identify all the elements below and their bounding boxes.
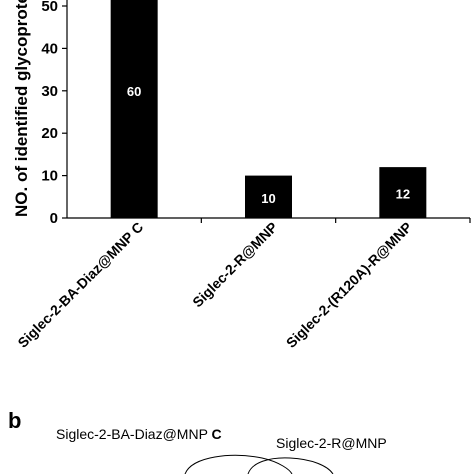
bars (110, 0, 427, 218)
venn-label-2: Siglec-2-R@MNP (276, 435, 387, 451)
venn-circle-2 (247, 457, 334, 474)
bar-2 (245, 175, 292, 218)
y-tick-label: 10 (41, 168, 58, 185)
y-tick-label: 0 (50, 210, 58, 227)
bar-1 (110, 0, 158, 218)
data-label-3: 12 (396, 187, 410, 202)
labels: 0 10 20 30 40 50 60 Siglec-2-BA-Diaz@MNP C 10 Sig… (14, 0, 415, 351)
y-tick-label: 50 (41, 0, 58, 15)
category-label-3: Siglec-2-(R120A)-R@MNP (283, 219, 415, 351)
venn-label-1: Siglec-2-BA-Diaz@MNP C (56, 426, 222, 442)
y-tick-label: 40 (41, 40, 58, 57)
y-axis-title: NO. of identified glycoproteins (12, 0, 31, 217)
y-axis-label: NO. of identified glycoproteins (12, 0, 31, 217)
data-label-1: 60 (127, 84, 141, 99)
data-label-2: 10 (261, 191, 275, 206)
venn-label-1-suffix: C (211, 426, 222, 442)
y-tick-label: 20 (41, 125, 58, 142)
panel-b-letter: b (8, 408, 22, 433)
y-tick-label: 30 (41, 83, 58, 100)
category-label-2: Siglec-2-R@MNP (189, 219, 280, 310)
venn-circle-1 (184, 454, 293, 474)
bar-3 (379, 167, 427, 218)
category-label-1: Siglec-2-BA-Diaz@MNP C (14, 219, 146, 351)
venn-label-1-text: Siglec-2-BA-Diaz@MNP (56, 426, 208, 442)
